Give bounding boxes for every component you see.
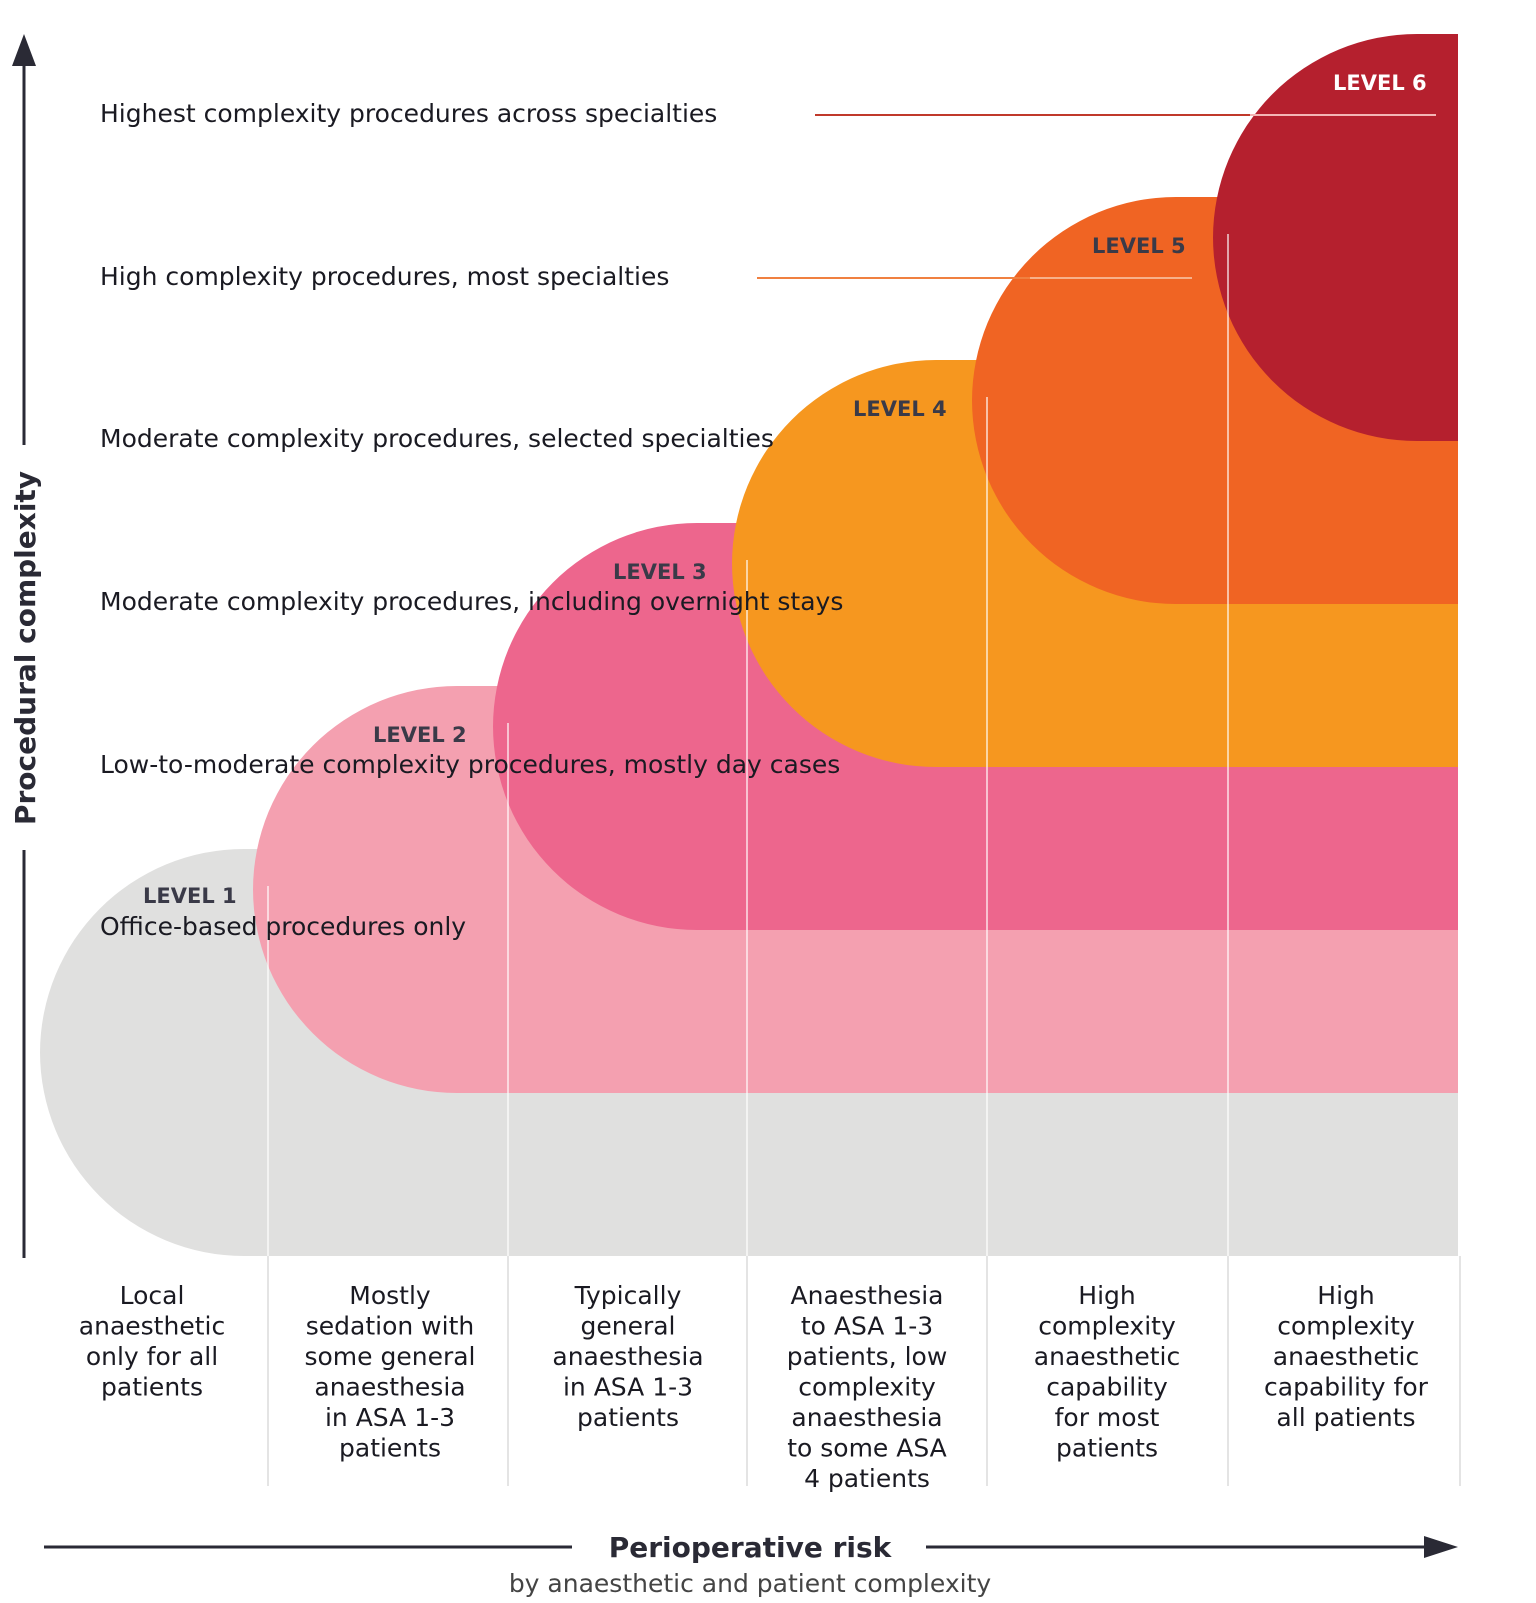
- column-label-line: anaesthetic: [79, 1312, 225, 1341]
- column-label-line: patients, low: [787, 1342, 948, 1371]
- x-axis-arrowhead-icon: [1424, 1536, 1458, 1558]
- column-label-line: anaesthesia: [791, 1403, 942, 1432]
- column-2-label: Mostly sedation with some general anaesthes…: [304, 1281, 475, 1463]
- column-label-line: anaesthetic: [1034, 1342, 1180, 1371]
- column-label-line: High: [1317, 1281, 1374, 1310]
- level-1-label: LEVEL 1: [143, 884, 237, 908]
- column-label-line: Mostly: [349, 1281, 431, 1310]
- level-6-label: LEVEL 6: [1333, 71, 1427, 95]
- x-axis-label: Perioperative risk: [609, 1531, 893, 1564]
- x-axis-sublabel: by anaesthetic and patient complexity: [509, 1569, 992, 1598]
- column-label-line: to ASA 1-3: [801, 1312, 933, 1341]
- column-label-line: in ASA 1-3: [563, 1373, 693, 1402]
- column-label-line: anaesthesia: [314, 1373, 465, 1402]
- column-label-line: complexity: [798, 1373, 936, 1402]
- column-1-label: Local anaesthetic only for all patients: [79, 1281, 225, 1402]
- level-bands: [40, 34, 1458, 1256]
- column-3-label: Typically general anaesthesia in ASA 1-3 pat…: [552, 1281, 703, 1432]
- column-label-line: in ASA 1-3: [325, 1403, 455, 1432]
- level-3-label: LEVEL 3: [613, 560, 707, 584]
- column-label-line: sedation with: [306, 1312, 474, 1341]
- column-label-line: patients: [339, 1434, 441, 1463]
- level-5-label: LEVEL 5: [1092, 234, 1186, 258]
- column-dividers: [267, 71, 1461, 1486]
- column-labels: Local anaesthetic only for all patientsMost…: [79, 1281, 1429, 1493]
- column-label-line: Local: [120, 1281, 185, 1310]
- column-4-label: Anaesthesia to ASA 1-3 patients, low comple…: [787, 1281, 948, 1493]
- column-label-line: to some ASA: [787, 1434, 947, 1463]
- column-label-line: only for all: [86, 1342, 218, 1371]
- column-label-line: anaesthetic: [1273, 1342, 1419, 1371]
- column-label-line: general: [580, 1312, 675, 1341]
- column-6-label: High complexity anaesthetic capability for a…: [1264, 1281, 1429, 1432]
- column-label-line: complexity: [1038, 1312, 1176, 1341]
- column-label-line: Typically: [574, 1281, 682, 1310]
- column-5-label: High complexity anaesthetic capability for m…: [1034, 1281, 1180, 1463]
- column-label-line: anaesthesia: [552, 1342, 703, 1371]
- level-6-band: [1213, 34, 1458, 441]
- column-label-line: patients: [1056, 1434, 1158, 1463]
- level-1-description: Office-based procedures only: [100, 912, 466, 941]
- y-axis-label: Procedural complexity: [9, 471, 42, 825]
- column-label-line: Anaesthesia: [791, 1281, 944, 1310]
- column-label-line: some general: [304, 1342, 475, 1371]
- column-label-line: 4 patients: [804, 1464, 930, 1493]
- column-label-line: complexity: [1277, 1312, 1415, 1341]
- column-label-line: capability for: [1264, 1373, 1429, 1402]
- level-4-label: LEVEL 4: [853, 397, 947, 421]
- level-5-description: High complexity procedures, most special…: [100, 262, 669, 291]
- column-label-line: High: [1078, 1281, 1135, 1310]
- level-6-description: Highest complexity procedures across spe…: [100, 99, 717, 128]
- y-axis-arrowhead-icon: [12, 34, 36, 66]
- column-label-line: capability: [1046, 1373, 1168, 1402]
- level-2-label: LEVEL 2: [373, 723, 467, 747]
- column-label-line: patients: [101, 1373, 203, 1402]
- column-label-line: for most: [1055, 1403, 1160, 1432]
- column-label-line: all patients: [1276, 1403, 1415, 1432]
- level-2-description: Low-to-moderate complexity procedures, m…: [100, 750, 840, 779]
- column-label-line: patients: [577, 1403, 679, 1432]
- level-3-description: Moderate complexity procedures, includin…: [100, 587, 843, 616]
- level-4-description: Moderate complexity procedures, selected…: [100, 424, 774, 453]
